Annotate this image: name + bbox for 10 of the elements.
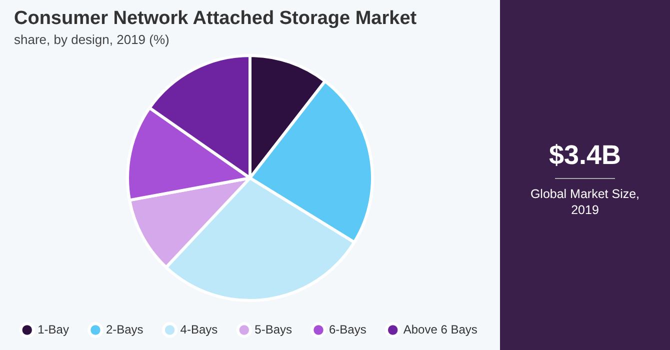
legend-label: Above 6 Bays — [403, 322, 478, 336]
legend-label: 5-Bays — [254, 322, 292, 336]
legend-label: 6-Bays — [329, 322, 366, 336]
legend-label: 4-Bays — [180, 322, 218, 336]
legend-label: 2-Bays — [106, 322, 144, 336]
chart-subtitle: share, by design, 2019 (%) — [14, 32, 170, 47]
text: Global Market Size, 2019 — [529, 186, 641, 218]
legend-label: 1-Bay — [38, 322, 69, 336]
text: $3.4B — [548, 140, 622, 171]
chart-title: Consumer Network Attached Storage Market — [14, 8, 417, 30]
